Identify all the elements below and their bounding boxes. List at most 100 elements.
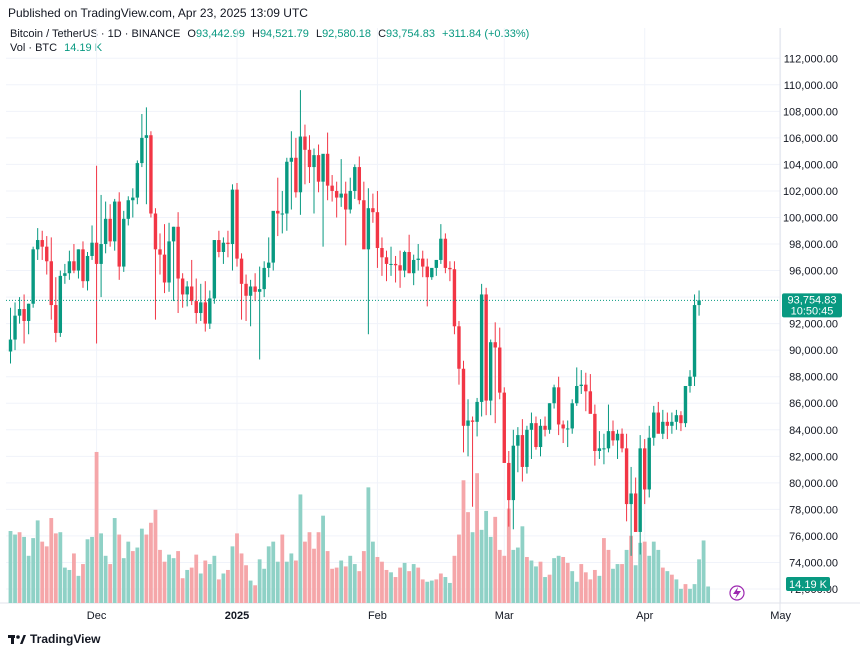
candle-body bbox=[117, 201, 121, 267]
volume-bar bbox=[266, 546, 271, 603]
volume-bar bbox=[361, 551, 366, 603]
candle-body bbox=[248, 286, 253, 296]
candle-body bbox=[407, 251, 411, 274]
volume-bar bbox=[62, 567, 67, 603]
volume-bar bbox=[325, 551, 330, 603]
candle-body bbox=[371, 208, 375, 213]
candle-body bbox=[140, 137, 144, 164]
candle-body bbox=[466, 420, 470, 426]
volume-bar bbox=[543, 577, 547, 603]
price-chart[interactable]: 112,000.00 110,000.00 108,000.00 106,000.00… bbox=[0, 28, 860, 628]
volume-bar bbox=[407, 571, 412, 603]
candle-body bbox=[31, 249, 35, 304]
volume-bar bbox=[339, 560, 344, 603]
volume-bar bbox=[565, 562, 570, 603]
candle-body bbox=[643, 448, 647, 490]
candle-body bbox=[280, 213, 284, 215]
candle-body bbox=[674, 415, 679, 422]
volume-bar bbox=[389, 572, 393, 603]
candle-body bbox=[226, 242, 230, 245]
price-badge-countdown: 10:50:45 bbox=[791, 305, 834, 317]
candle-body bbox=[624, 448, 629, 505]
volume-bar bbox=[321, 515, 325, 603]
volume-bar bbox=[198, 573, 203, 603]
candle-body bbox=[679, 415, 683, 424]
candle-body bbox=[434, 259, 439, 268]
volume-bar bbox=[683, 584, 688, 603]
volume-bar bbox=[248, 580, 253, 603]
volume-bar bbox=[534, 566, 538, 603]
volume-bar bbox=[674, 579, 679, 603]
candle-body bbox=[647, 437, 651, 490]
volume-bar bbox=[176, 551, 181, 603]
x-tick-label: May bbox=[770, 610, 791, 622]
candle-body bbox=[8, 339, 13, 352]
candle-body bbox=[389, 263, 393, 265]
volume-bar bbox=[307, 532, 312, 603]
volume-bar bbox=[484, 510, 489, 603]
volume-bar bbox=[402, 562, 407, 603]
volume-bar bbox=[479, 529, 484, 603]
candle-body bbox=[584, 384, 588, 392]
candle-body bbox=[330, 185, 334, 191]
candle-body bbox=[17, 309, 22, 316]
volume-bar bbox=[112, 518, 117, 603]
candle-body bbox=[602, 448, 606, 450]
candle-body bbox=[72, 261, 76, 271]
candle-body bbox=[230, 189, 235, 245]
candle-body bbox=[398, 265, 402, 271]
candle-body bbox=[22, 309, 26, 321]
candle-body bbox=[180, 278, 185, 295]
y-tick-label: 108,000.00 bbox=[783, 106, 838, 118]
volume-bar bbox=[366, 487, 371, 603]
volume-bar bbox=[352, 564, 357, 603]
volume-bar bbox=[139, 528, 144, 603]
candle-body bbox=[239, 258, 244, 284]
volume-bar bbox=[40, 541, 45, 603]
volume-bar bbox=[180, 578, 185, 603]
candle-body bbox=[652, 412, 656, 438]
candle-body bbox=[94, 242, 99, 264]
volume-bar bbox=[398, 567, 402, 603]
volume-bar bbox=[375, 556, 380, 603]
candle-body bbox=[303, 136, 307, 150]
y-tick-label: 102,000.00 bbox=[783, 186, 838, 198]
candle-body bbox=[421, 258, 425, 267]
volume-bar bbox=[497, 549, 502, 603]
candle-body bbox=[579, 384, 583, 386]
y-tick-label: 84,000.00 bbox=[789, 425, 838, 437]
candle-body bbox=[26, 303, 31, 321]
candle-body bbox=[235, 189, 239, 259]
candle-body bbox=[384, 257, 389, 264]
volume-bar bbox=[135, 547, 140, 603]
high-label: H bbox=[251, 28, 260, 40]
candle-body bbox=[362, 200, 366, 250]
volume-bar bbox=[262, 568, 267, 603]
volume-bar bbox=[434, 579, 439, 603]
volume-bar bbox=[235, 533, 239, 603]
y-tick-label: 98,000.00 bbox=[789, 239, 838, 251]
candle-body bbox=[244, 283, 248, 296]
volume-bar bbox=[669, 574, 674, 603]
volume-bar bbox=[665, 571, 670, 603]
candle-body bbox=[58, 275, 63, 333]
volume-badge bbox=[786, 577, 830, 591]
volume-bar bbox=[244, 565, 248, 603]
volume-bar bbox=[511, 549, 516, 603]
volume-bar bbox=[606, 549, 611, 603]
candle-body bbox=[452, 269, 457, 327]
volume-bar bbox=[411, 564, 416, 603]
candle-body bbox=[194, 301, 198, 314]
volume-bar bbox=[194, 554, 199, 603]
candle-body bbox=[285, 161, 289, 214]
tradingview-footer[interactable]: TradingView bbox=[8, 632, 100, 646]
candle-body bbox=[488, 342, 493, 401]
volume-bar bbox=[90, 536, 94, 603]
volume-bar bbox=[457, 534, 461, 603]
volume-label: Vol · BTC bbox=[10, 42, 58, 54]
tradingview-logo-icon bbox=[8, 635, 26, 644]
volume-bar bbox=[76, 575, 81, 603]
volume-bar bbox=[185, 569, 190, 603]
candle-body bbox=[126, 200, 130, 219]
candle-body bbox=[461, 368, 466, 426]
